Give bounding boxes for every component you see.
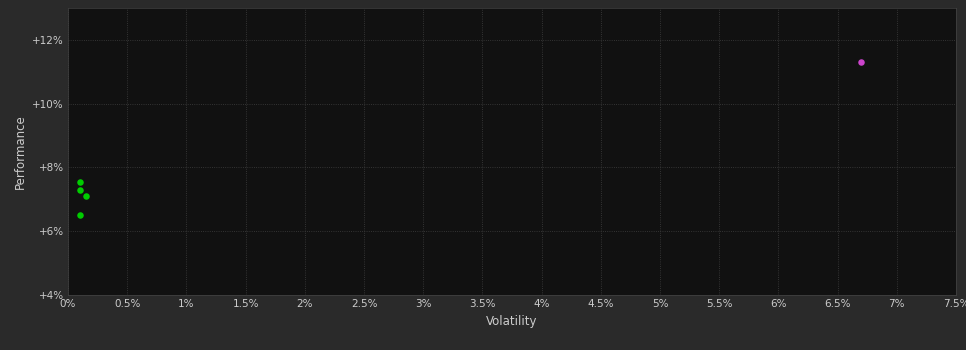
Point (72, 179, 88, 184)
Point (854, 60, 869, 65)
Point (78, 193, 94, 199)
Point (72, 212, 88, 218)
X-axis label: Volatility: Volatility (486, 315, 538, 328)
Point (72, 187, 88, 192)
Y-axis label: Performance: Performance (14, 114, 26, 189)
